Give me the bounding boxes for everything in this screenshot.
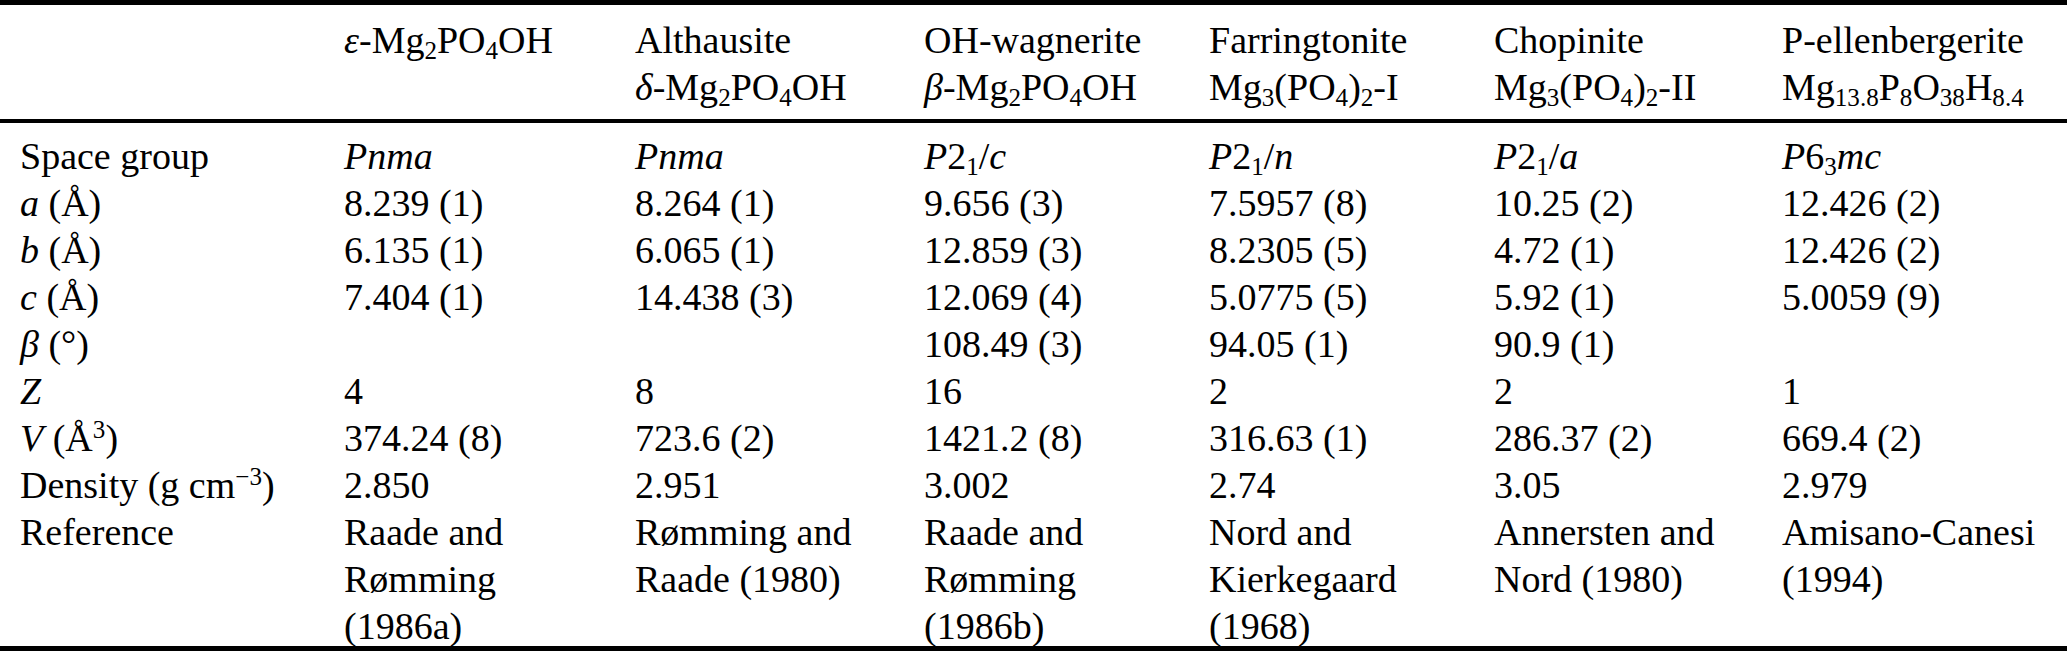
table-cell	[635, 321, 924, 368]
row-label: c (Å)	[0, 274, 344, 321]
table-cell: 8.2305 (5)	[1209, 227, 1494, 274]
table-row-beta: β (°) 108.49 (3) 94.05 (1) 90.9 (1)	[0, 321, 2067, 368]
crystallographic-data-table: ε-Mg2PO4OH Althausite δ-Mg2PO4OH OH-wagn…	[0, 5, 2067, 650]
table-cell: 2	[1209, 368, 1494, 415]
mineral-formula	[344, 64, 635, 111]
table-cell: Nord and Kierkegaard (1968)	[1209, 509, 1494, 650]
table-cell: 4	[344, 368, 635, 415]
table-cell: 12.426 (2)	[1782, 227, 2067, 274]
row-label: a (Å)	[0, 180, 344, 227]
row-label: b (Å)	[0, 227, 344, 274]
mineral-name: Chopinite	[1494, 17, 1782, 64]
table-cell: 5.0775 (5)	[1209, 274, 1494, 321]
table-cell: 8	[635, 368, 924, 415]
column-header: OH-wagnerite β-Mg2PO4OH	[924, 5, 1209, 121]
table-cell: 2.951	[635, 462, 924, 509]
table-cell: 6.135 (1)	[344, 227, 635, 274]
row-label: Density (g cm−3)	[0, 462, 344, 509]
mineral-formula: β-Mg2PO4OH	[924, 64, 1209, 111]
column-header: P-ellenbergerite Mg13.8P8O38H8.4	[1782, 5, 2067, 121]
column-header: Farringtonite Mg3(PO4)2-I	[1209, 5, 1494, 121]
table-cell: 7.5957 (8)	[1209, 180, 1494, 227]
row-label: Space group	[0, 121, 344, 180]
table-cell: 16	[924, 368, 1209, 415]
table-cell: 14.438 (3)	[635, 274, 924, 321]
table-row-volume: V (Å3) 374.24 (8) 723.6 (2) 1421.2 (8) 3…	[0, 415, 2067, 462]
row-label: V (Å3)	[0, 415, 344, 462]
table-cell: 316.63 (1)	[1209, 415, 1494, 462]
table-cell: 723.6 (2)	[635, 415, 924, 462]
table-cell: 374.24 (8)	[344, 415, 635, 462]
mineral-formula: Mg13.8P8O38H8.4	[1782, 64, 2067, 111]
paper-table-page: ε-Mg2PO4OH Althausite δ-Mg2PO4OH OH-wagn…	[0, 0, 2067, 655]
table-cell: 7.404 (1)	[344, 274, 635, 321]
table-cell: P21/a	[1494, 121, 1782, 180]
row-label: Z	[0, 368, 344, 415]
table-cell: 10.25 (2)	[1494, 180, 1782, 227]
mineral-formula: Mg3(PO4)2-II	[1494, 64, 1782, 111]
row-label: β (°)	[0, 321, 344, 368]
mineral-formula: δ-Mg2PO4OH	[635, 64, 924, 111]
mineral-name: ε-Mg2PO4OH	[344, 17, 635, 64]
table-cell: 12.069 (4)	[924, 274, 1209, 321]
table-cell: 12.859 (3)	[924, 227, 1209, 274]
table-row-density: Density (g cm−3) 2.850 2.951 3.002 2.74 …	[0, 462, 2067, 509]
table-row-z: Z 4 8 16 2 2 1	[0, 368, 2067, 415]
table-cell: 6.065 (1)	[635, 227, 924, 274]
table-header: ε-Mg2PO4OH Althausite δ-Mg2PO4OH OH-wagn…	[0, 5, 2067, 121]
table-cell: 3.002	[924, 462, 1209, 509]
mineral-name: P-ellenbergerite	[1782, 17, 2067, 64]
table-cell: 1	[1782, 368, 2067, 415]
table-cell: 12.426 (2)	[1782, 180, 2067, 227]
table-cell: Raade and Rømming (1986a)	[344, 509, 635, 650]
table-cell: Pnma	[344, 121, 635, 180]
table-cell: 286.37 (2)	[1494, 415, 1782, 462]
table-cell: Rømming and Raade (1980)	[635, 509, 924, 650]
table-cell: 669.4 (2)	[1782, 415, 2067, 462]
header-row: ε-Mg2PO4OH Althausite δ-Mg2PO4OH OH-wagn…	[0, 5, 2067, 121]
table-cell: 8.239 (1)	[344, 180, 635, 227]
table-cell: 2	[1494, 368, 1782, 415]
table-cell: 2.979	[1782, 462, 2067, 509]
column-header: ε-Mg2PO4OH	[344, 5, 635, 121]
table-cell: Raade and Rømming (1986b)	[924, 509, 1209, 650]
mineral-name: Farringtonite	[1209, 17, 1494, 64]
table-cell: 2.74	[1209, 462, 1494, 509]
table-cell: Pnma	[635, 121, 924, 180]
table-cell: Annersten and Nord (1980)	[1494, 509, 1782, 650]
table-body: Space group Pnma Pnma P21/c P21/n P21/a …	[0, 121, 2067, 650]
table-cell: 9.656 (3)	[924, 180, 1209, 227]
table-cell: 3.05	[1494, 462, 1782, 509]
table-row-space-group: Space group Pnma Pnma P21/c P21/n P21/a …	[0, 121, 2067, 180]
table-cell: 5.0059 (9)	[1782, 274, 2067, 321]
table-cell: P21/c	[924, 121, 1209, 180]
table-cell: 8.264 (1)	[635, 180, 924, 227]
mineral-name: OH-wagnerite	[924, 17, 1209, 64]
table-row-c: c (Å) 7.404 (1) 14.438 (3) 12.069 (4) 5.…	[0, 274, 2067, 321]
column-header: Chopinite Mg3(PO4)2-II	[1494, 5, 1782, 121]
mineral-name: Althausite	[635, 17, 924, 64]
table-cell: 90.9 (1)	[1494, 321, 1782, 368]
table-cell	[1782, 321, 2067, 368]
corner-header-cell	[0, 5, 344, 121]
mineral-formula: Mg3(PO4)2-I	[1209, 64, 1494, 111]
column-header: Althausite δ-Mg2PO4OH	[635, 5, 924, 121]
table-cell: Amisano-Canesi (1994)	[1782, 509, 2067, 650]
table-cell: P21/n	[1209, 121, 1494, 180]
table-cell: 2.850	[344, 462, 635, 509]
table-cell: 94.05 (1)	[1209, 321, 1494, 368]
corner-header-text	[20, 17, 344, 64]
table-cell	[344, 321, 635, 368]
table-row-a: a (Å) 8.239 (1) 8.264 (1) 9.656 (3) 7.59…	[0, 180, 2067, 227]
table-row-b: b (Å) 6.135 (1) 6.065 (1) 12.859 (3) 8.2…	[0, 227, 2067, 274]
table-row-reference: Reference Raade and Rømming (1986a) Rømm…	[0, 509, 2067, 650]
row-label: Reference	[0, 509, 344, 650]
table-cell: 4.72 (1)	[1494, 227, 1782, 274]
table-cell: P63mc	[1782, 121, 2067, 180]
table-cell: 5.92 (1)	[1494, 274, 1782, 321]
table-cell: 108.49 (3)	[924, 321, 1209, 368]
table-cell: 1421.2 (8)	[924, 415, 1209, 462]
